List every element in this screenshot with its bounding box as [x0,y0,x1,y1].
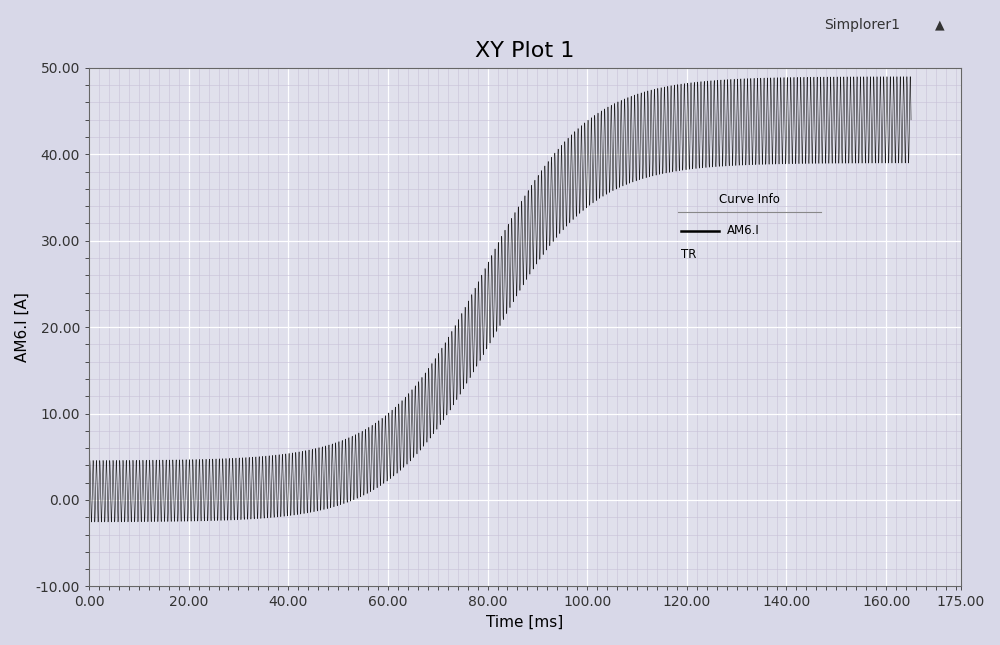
Text: ▲: ▲ [935,18,945,31]
Y-axis label: AM6.I [A]: AM6.I [A] [15,292,30,362]
Title: XY Plot 1: XY Plot 1 [475,41,575,61]
X-axis label: Time [ms]: Time [ms] [486,615,564,630]
Text: Simplorer1: Simplorer1 [824,18,900,32]
